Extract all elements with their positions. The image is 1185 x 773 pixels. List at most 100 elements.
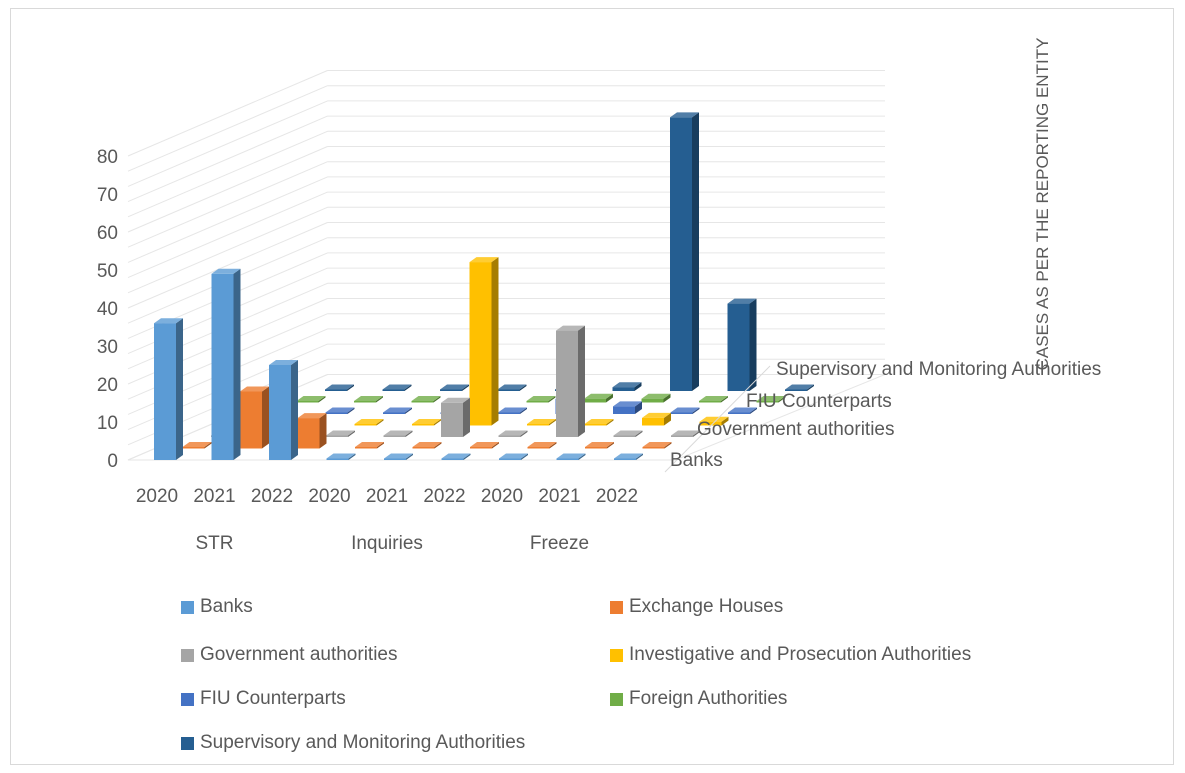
bar xyxy=(526,401,549,403)
legend-item: Exchange Houses xyxy=(610,596,783,618)
bar-top xyxy=(556,325,585,331)
bar-top xyxy=(412,419,441,424)
legend-item: Government authorities xyxy=(181,644,398,666)
bar-side xyxy=(463,453,471,460)
bar-side xyxy=(433,396,441,403)
bar xyxy=(671,435,693,437)
bar xyxy=(499,458,521,460)
bar-top xyxy=(584,419,614,424)
bar-top xyxy=(497,384,527,390)
bar xyxy=(326,458,349,460)
bar-side xyxy=(291,360,298,460)
bar xyxy=(469,262,492,426)
bar-side xyxy=(491,257,499,426)
bar-side xyxy=(578,453,586,460)
bar xyxy=(614,458,636,460)
bar-side xyxy=(319,413,327,449)
x-tick-label: 2021 xyxy=(538,486,580,507)
bar-top xyxy=(641,393,671,399)
depth-axis-label: FIU Counterparts xyxy=(746,391,892,412)
y-tick-label: 10 xyxy=(97,413,118,434)
x-tick-label: 2022 xyxy=(596,486,638,507)
bar-side xyxy=(348,430,355,437)
bar xyxy=(613,406,635,414)
bar xyxy=(211,273,234,460)
bar-side xyxy=(492,442,499,449)
bar xyxy=(727,303,750,391)
bar-side xyxy=(520,430,528,437)
chart-frame xyxy=(10,8,1174,765)
bar-top xyxy=(526,396,556,401)
bar-side xyxy=(463,397,470,437)
legend-swatch xyxy=(610,692,623,706)
bar-top xyxy=(182,442,212,447)
y-tick-label: 80 xyxy=(97,147,118,168)
bar-top xyxy=(642,442,672,447)
bar-side xyxy=(721,416,729,426)
bar-side xyxy=(347,407,355,414)
bar-top xyxy=(296,396,326,401)
bar xyxy=(785,389,807,391)
bar-top xyxy=(670,407,700,413)
legend-label: Foreign Authorities xyxy=(629,688,788,709)
legend-swatch xyxy=(181,736,194,750)
bar-side xyxy=(807,384,814,391)
bar-top xyxy=(441,397,470,403)
side-wall-gridline xyxy=(127,85,328,172)
bar-side xyxy=(434,419,441,426)
bar-side xyxy=(778,396,786,403)
legend-label: Exchange Houses xyxy=(629,596,784,617)
legend-item: Foreign Authorities xyxy=(610,688,787,710)
bar-top xyxy=(211,268,241,274)
bar xyxy=(527,424,549,426)
bar-side xyxy=(348,453,356,460)
bar xyxy=(613,435,636,437)
depth-axis-line xyxy=(664,365,771,473)
bar-side xyxy=(462,384,469,391)
bar xyxy=(384,458,406,460)
bar-top xyxy=(699,396,728,401)
vertical-axis-title: CASES AS PER THE REPORTING ENTITY xyxy=(1033,38,1052,371)
bar-top xyxy=(354,419,384,424)
bar-top xyxy=(727,298,757,304)
legend-swatch xyxy=(181,648,194,662)
bar-top xyxy=(326,453,356,459)
bar-side xyxy=(578,325,585,437)
bar-top xyxy=(325,384,354,390)
bar-side xyxy=(749,298,757,391)
bar-side xyxy=(549,419,556,426)
bar xyxy=(498,412,520,414)
bar-top xyxy=(613,430,643,436)
bar xyxy=(296,401,319,403)
side-wall-gridline xyxy=(127,222,328,309)
legend-item: Investigative and Prosecution Authoritie… xyxy=(610,644,971,666)
bar-top xyxy=(441,453,471,459)
x-tick-label: 2020 xyxy=(308,486,350,507)
bar xyxy=(470,447,492,449)
y-tick-label: 0 xyxy=(107,451,118,472)
bar xyxy=(498,435,521,437)
bar xyxy=(354,424,377,426)
legend-swatch xyxy=(610,600,623,614)
bar-top xyxy=(383,430,413,436)
bar xyxy=(556,458,579,460)
bar-side xyxy=(405,407,412,414)
x-tick-label: 2022 xyxy=(423,486,465,507)
y-tick-label: 40 xyxy=(97,299,118,320)
side-wall-gridline xyxy=(127,191,328,279)
bar-top xyxy=(326,430,355,436)
bar-side xyxy=(377,442,384,449)
bar-top xyxy=(498,407,527,413)
bar xyxy=(240,391,262,449)
bar xyxy=(382,389,405,391)
bar xyxy=(441,402,463,437)
legend-swatch xyxy=(610,648,623,662)
bar xyxy=(699,401,721,403)
group-label: Inquiries xyxy=(351,533,423,554)
legend-label: Government authorities xyxy=(200,644,398,665)
bar-top xyxy=(556,453,586,459)
bar-side xyxy=(606,419,614,426)
bar-top xyxy=(240,386,269,392)
